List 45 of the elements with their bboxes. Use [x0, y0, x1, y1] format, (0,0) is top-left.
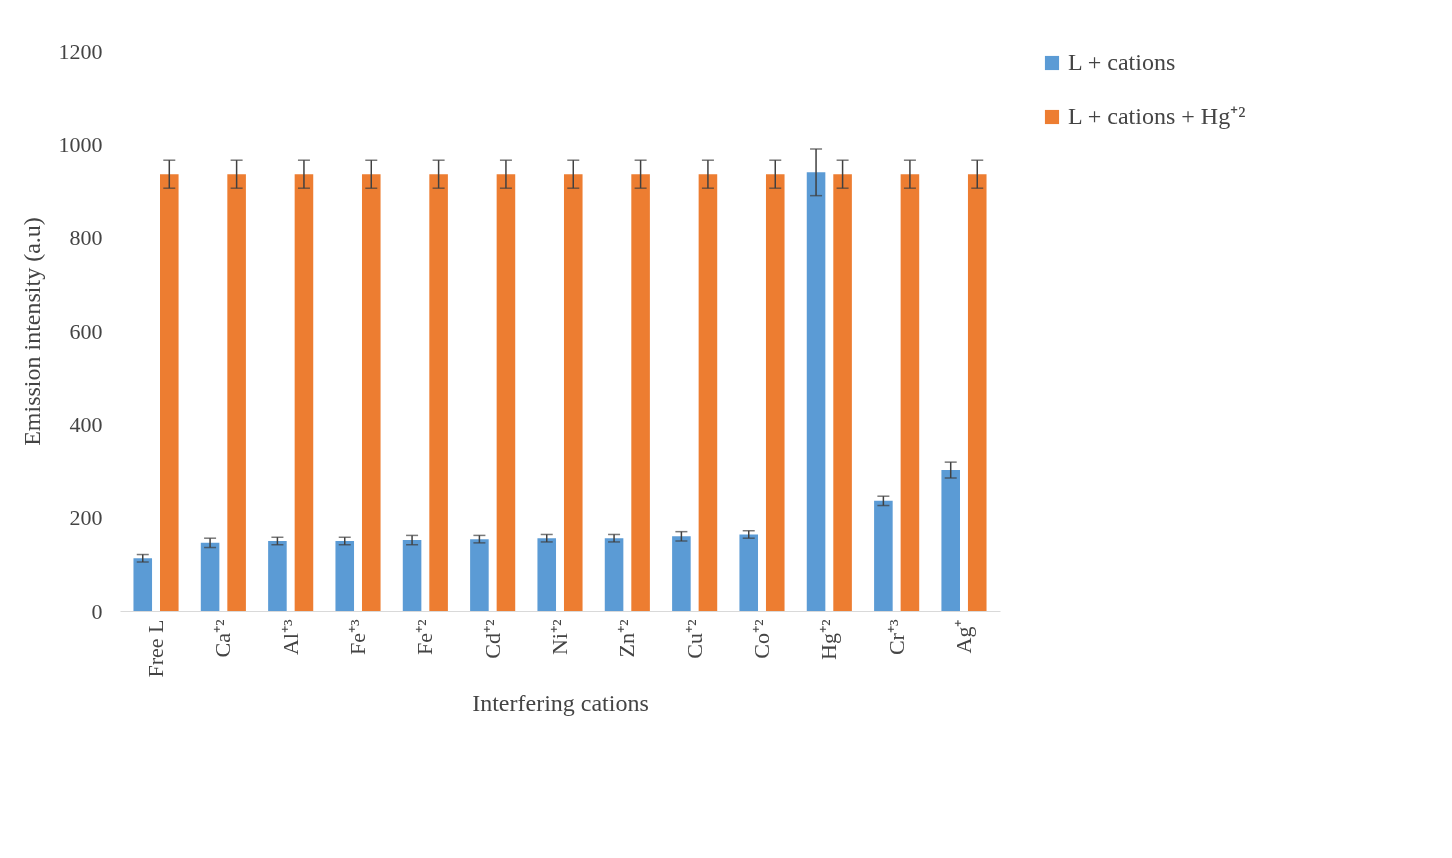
- x-tick-label: Cr⁺³: [883, 619, 909, 656]
- bar: [698, 174, 718, 611]
- x-tick-label: Al⁺³: [277, 619, 303, 656]
- y-tick-label: 1200: [58, 38, 103, 64]
- x-tick-label: Co⁺²: [748, 619, 774, 659]
- x-tick-label: Cu⁺²: [681, 619, 707, 659]
- bar: [874, 500, 893, 611]
- bar: [941, 470, 960, 611]
- bar: [429, 174, 448, 611]
- x-tick-label: Cd⁺²: [479, 619, 505, 659]
- y-tick-label: 800: [69, 225, 103, 251]
- bar: [833, 174, 852, 611]
- bar: [672, 536, 691, 611]
- bar: [806, 172, 826, 611]
- y-tick-label: 0: [91, 598, 103, 624]
- y-tick-label: 600: [69, 318, 103, 344]
- legend-label: L + cations + Hg⁺²: [1068, 103, 1246, 129]
- y-tick-label: 1000: [58, 131, 103, 157]
- bar: [563, 174, 583, 611]
- x-tick-label: Ag⁺: [950, 619, 976, 654]
- bar: [160, 174, 179, 611]
- bar: [361, 174, 381, 611]
- x-tick-label: Ni⁺²: [547, 619, 572, 656]
- bar: [335, 541, 355, 611]
- x-tick-label: Fe⁺³: [345, 619, 371, 656]
- y-tick-label: 400: [69, 411, 103, 437]
- bar: [631, 174, 650, 611]
- bar: [227, 174, 246, 611]
- x-tick-label: Hg⁺²: [816, 619, 842, 660]
- bar: [900, 174, 920, 611]
- x-tick-label: Zn⁺²: [614, 619, 640, 658]
- x-tick-label: Fe⁺²: [412, 619, 438, 656]
- legend-label: L + cations: [1068, 49, 1176, 75]
- bar: [200, 542, 220, 611]
- bar: [294, 174, 314, 611]
- x-tick-label: Ca⁺²: [210, 619, 236, 658]
- y-axis-title: Emission intensity (a.u): [18, 217, 45, 446]
- x-axis-title: Interfering cations: [472, 689, 649, 716]
- bar: [268, 541, 287, 611]
- y-tick-label: 200: [69, 505, 103, 531]
- bar: [402, 540, 422, 611]
- bar: [967, 174, 987, 611]
- x-tick-label: Free L: [143, 619, 169, 678]
- bar: [765, 174, 785, 611]
- bar: [496, 174, 516, 611]
